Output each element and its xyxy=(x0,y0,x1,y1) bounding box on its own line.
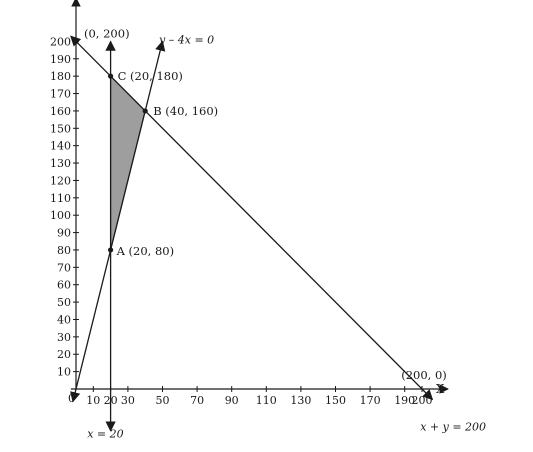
label-x-plus-y-200: x + y = 200 xyxy=(420,421,486,434)
y-tick-label: 100 xyxy=(50,209,71,222)
label-y-minus-4x: y – 4x = 0 xyxy=(158,33,214,46)
y-tick-label: 40 xyxy=(57,313,71,326)
y-tick-label: 180 xyxy=(50,70,71,83)
y-tick-label: 30 xyxy=(57,331,71,344)
x-tick-label: 90 xyxy=(225,394,239,407)
y-tick-label: 110 xyxy=(50,192,71,205)
y-tick-label: 120 xyxy=(50,174,71,187)
line-y-minus-4x xyxy=(70,40,166,403)
x-tick-label: 150 xyxy=(325,394,346,407)
x-tick-label: 70 xyxy=(190,394,204,407)
x-tick-label: 170 xyxy=(360,394,381,407)
point-c-label: C (20, 180) xyxy=(118,69,183,83)
x-tick-label: 200 xyxy=(412,394,433,407)
x-tick-label: 10 xyxy=(86,394,100,407)
x-tick-label: 110 xyxy=(256,394,277,407)
y-tick-label: 90 xyxy=(57,227,71,240)
y-tick-label: 60 xyxy=(57,279,71,292)
y-tick-label: 170 xyxy=(50,88,71,101)
label-x-equals-20: x = 20 xyxy=(87,428,123,441)
x-axis-label: X xyxy=(436,382,445,396)
y-tick-label: 160 xyxy=(50,105,71,118)
x-tick-label: 190 xyxy=(394,394,415,407)
y-tick-label: 50 xyxy=(57,296,71,309)
x-tick-label: 30 xyxy=(121,394,135,407)
y-tick-label: 70 xyxy=(57,261,71,274)
y-tick-label: 150 xyxy=(50,122,71,135)
y-tick-label: 80 xyxy=(57,244,71,257)
point-0-200-marker xyxy=(73,38,79,45)
point-b-marker xyxy=(142,108,148,114)
point-0-200-label: (0, 200) xyxy=(84,26,130,40)
x-tick-label: 130 xyxy=(290,394,311,407)
line-x-plus-y-200 xyxy=(70,35,434,401)
point-a-marker xyxy=(108,247,114,253)
point-b-label: B (40, 160) xyxy=(153,104,218,118)
y-tick-label: 130 xyxy=(50,157,71,170)
y-tick-label: 20 xyxy=(57,348,71,361)
point-200-0-label: (200, 0) xyxy=(401,368,447,382)
point-a-label: A (20, 80) xyxy=(116,244,175,258)
y-tick-label: 10 xyxy=(57,366,71,379)
feasible-region xyxy=(110,74,146,251)
x-tick-label: 20 xyxy=(104,394,118,407)
y-tick-label: 200 xyxy=(50,35,71,48)
y-tick-label: 190 xyxy=(50,53,71,66)
point-c-marker xyxy=(108,73,114,79)
x-tick-label: 50 xyxy=(156,394,170,407)
y-tick-label: 140 xyxy=(50,140,71,153)
